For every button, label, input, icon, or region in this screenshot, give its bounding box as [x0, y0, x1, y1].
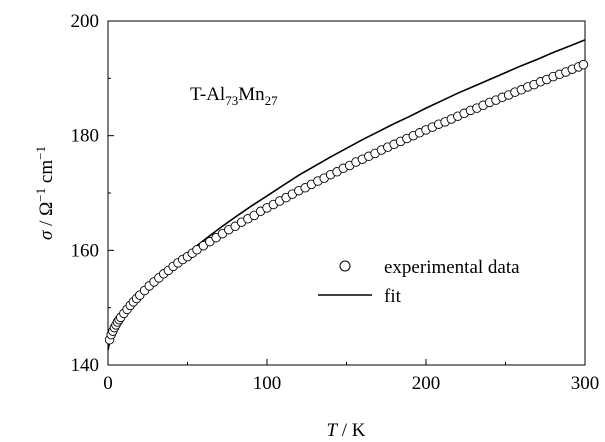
- x-tick-label: 200: [412, 373, 441, 394]
- y-axis-label: σ / Ω−1 cm−1: [33, 146, 57, 240]
- fit-line: [107, 39, 586, 351]
- data-point: [578, 59, 589, 70]
- legend-marker-experimental-data: [339, 260, 351, 272]
- x-axis-label: T / K: [326, 420, 365, 441]
- y-tick-label: 160: [71, 240, 100, 261]
- legend-label-experimental-data: experimental data: [384, 257, 520, 278]
- x-tick-label: 300: [571, 373, 600, 394]
- y-axis-ticks: 140 160 180 200: [71, 11, 114, 376]
- x-tick-label: 100: [253, 373, 282, 394]
- plot-area: [107, 20, 586, 366]
- y-tick-label: 180: [71, 126, 100, 147]
- y-tick-label: 140: [71, 355, 100, 376]
- fit-series: [107, 39, 586, 351]
- plot-frame: [107, 20, 586, 366]
- y-tick-label: 200: [71, 11, 100, 32]
- legend-label-fit: fit: [384, 286, 402, 307]
- x-tick-label: 0: [103, 373, 113, 394]
- experimental-data-series: [104, 59, 589, 345]
- x-axis-ticks: 0 100 200 300: [103, 359, 599, 394]
- legend: experimental data fit: [318, 257, 520, 307]
- sample-annotation: T-Al73Mn27: [190, 84, 278, 108]
